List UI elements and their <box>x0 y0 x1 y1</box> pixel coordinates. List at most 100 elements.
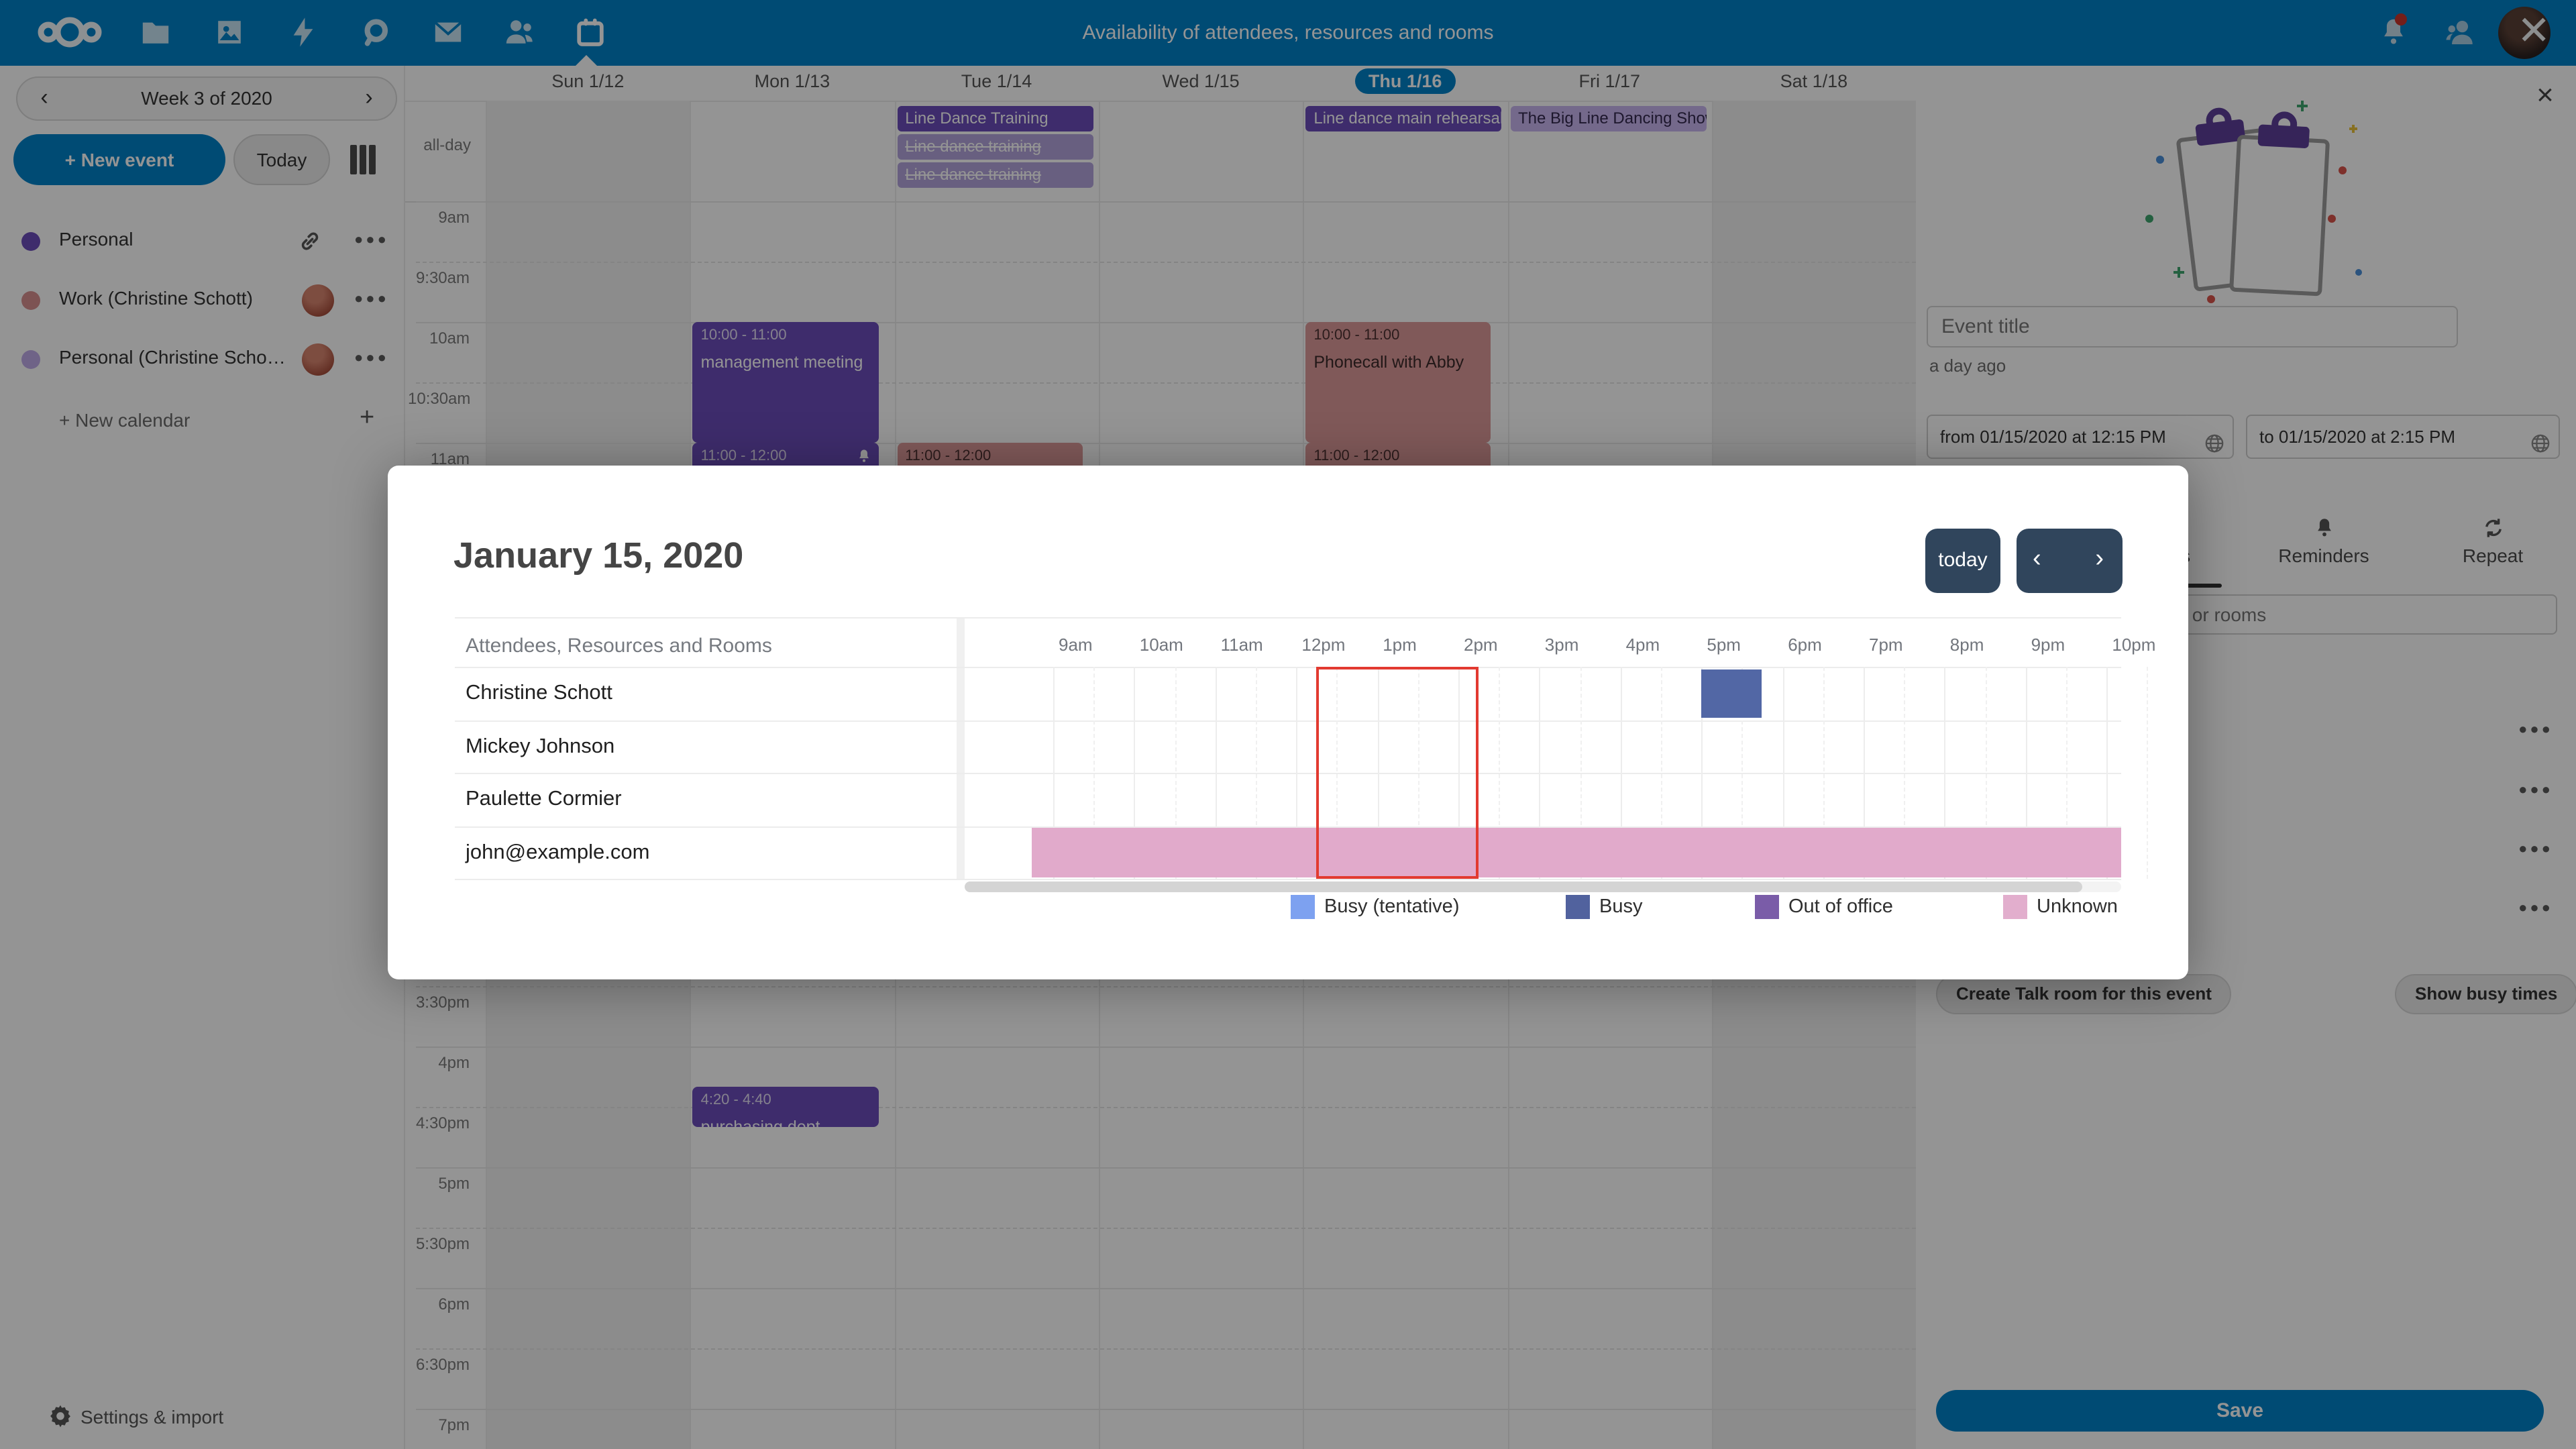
attendee-actions-menu[interactable]: ●●● <box>2518 782 2553 798</box>
calendar-actions-menu[interactable]: ●●● <box>354 350 389 366</box>
scrollbar-thumb[interactable] <box>965 881 2082 892</box>
start-datetime-field[interactable]: from 01/15/2020 at 12:15 PM <box>1927 415 2234 459</box>
timezone-globe-icon[interactable] <box>2530 427 2551 453</box>
event-title-input[interactable] <box>1927 306 2458 347</box>
timeline-hour-label: 11am <box>1220 635 1263 655</box>
notifications-bell-icon[interactable] <box>2377 13 2410 48</box>
attendee-actions-menu[interactable]: ●●● <box>2518 900 2553 916</box>
timeline-hour-line <box>1782 667 1784 879</box>
event-time: 11:00 - 12:00 <box>700 448 787 464</box>
legend-swatch-busy-tentative <box>1291 895 1315 919</box>
attendees-column-header: Attendees, Resources and Rooms <box>466 635 772 657</box>
attendee-name: Mickey Johnson <box>466 735 615 757</box>
event-time: 11:00 - 12:00 <box>905 448 991 464</box>
tab-reminders[interactable]: Reminders <box>2243 517 2404 586</box>
all-day-event[interactable]: Line dance main rehearsal <box>1305 106 1502 131</box>
availability-block-busy <box>1701 669 1762 717</box>
photos-icon[interactable] <box>213 16 246 48</box>
timeline-half-hour-line <box>1661 667 1662 879</box>
notification-badge <box>2395 13 2407 25</box>
all-day-event[interactable]: Line dance training <box>897 134 1093 160</box>
day-header-wed[interactable]: Wed 1/15 <box>1162 71 1240 91</box>
all-day-event[interactable]: The Big Line Dancing Show <box>1510 106 1707 131</box>
files-icon[interactable] <box>140 16 172 48</box>
calendar-list-item[interactable]: Work (Christine Schott) ●●● <box>0 271 405 330</box>
calendar-event[interactable]: 10:00 - 11:00 management meeting <box>692 322 879 443</box>
save-button[interactable]: Save <box>1936 1390 2544 1432</box>
settings-label: Settings & import <box>80 1406 224 1428</box>
timezone-globe-icon[interactable] <box>2204 427 2224 453</box>
day-header-sun[interactable]: Sun 1/12 <box>551 71 625 91</box>
nextcloud-logo-icon[interactable] <box>35 13 105 51</box>
end-datetime-field[interactable]: to 01/15/2020 at 2:15 PM <box>2246 415 2560 459</box>
calendar-list-item[interactable]: Personal ●●● <box>0 212 405 271</box>
calendar-list-item[interactable]: Personal (Christine Scho… ●●● <box>0 330 405 389</box>
new-calendar-row[interactable]: + New calendar + <box>0 396 405 447</box>
day-header-sat[interactable]: Sat 1/18 <box>1780 71 1848 91</box>
reminder-bell-icon <box>855 448 871 464</box>
timeline-half-hour-line <box>1499 667 1501 879</box>
attendee-actions-menu[interactable]: ●●● <box>2518 722 2553 738</box>
new-event-button[interactable]: + New event <box>13 134 225 185</box>
user-avatar[interactable]: ✕ <box>2498 7 2551 59</box>
timeline-half-hour-line <box>1093 667 1095 879</box>
previous-day-button[interactable]: ‹ <box>2033 545 2041 573</box>
proposed-time-selection[interactable] <box>1316 667 1479 879</box>
close-icon[interactable]: × <box>2536 78 2554 111</box>
day-header-thu[interactable]: Thu 1/16 <box>1303 68 1507 98</box>
calendar-name: Work (Christine Schott) <box>59 287 253 309</box>
calendar-actions-menu[interactable]: ●●● <box>354 232 389 248</box>
time-gutter-label: 5:30pm <box>415 1234 470 1253</box>
plus-icon[interactable]: + <box>360 404 375 432</box>
calendar-actions-menu[interactable]: ●●● <box>354 291 389 307</box>
close-overlay-icon[interactable]: ✕ <box>2517 9 2551 54</box>
tab-repeat[interactable]: Repeat <box>2412 517 2573 586</box>
timeline-hour-label: 10pm <box>2112 635 2156 655</box>
event-title: Phonecall with Abby <box>1313 353 1464 372</box>
timeline-scrollbar[interactable] <box>965 881 2121 892</box>
modal-today-button[interactable]: today <box>1925 529 2000 593</box>
timeline-hour-line <box>1620 667 1622 879</box>
previous-week-button[interactable]: ‹ <box>40 85 48 110</box>
new-calendar-label[interactable]: + New calendar <box>59 409 191 431</box>
talk-icon[interactable] <box>361 16 393 48</box>
grid-line <box>416 1348 1916 1350</box>
modal-prev-next-buttons[interactable]: ‹ › <box>2017 529 2123 593</box>
contacts-icon[interactable] <box>503 16 535 48</box>
next-week-button[interactable]: › <box>365 85 373 110</box>
day-header-mon[interactable]: Mon 1/13 <box>754 71 830 91</box>
day-header-tue[interactable]: Tue 1/14 <box>961 71 1032 91</box>
show-busy-times-button[interactable]: Show busy times <box>2395 974 2576 1014</box>
row-divider <box>455 773 2121 774</box>
calendar-color-dot <box>21 291 40 310</box>
activity-icon[interactable] <box>287 16 319 48</box>
time-gutter-label: 9am <box>438 208 470 227</box>
day-header-fri[interactable]: Fri 1/17 <box>1578 71 1641 91</box>
contacts-menu-icon[interactable] <box>2445 16 2477 48</box>
timeline-hour-label: 5pm <box>1707 635 1741 655</box>
settings-row[interactable]: Settings & import <box>0 1398 405 1441</box>
calendar-event[interactable]: 4:20 - 4:40 purchasing dept <box>692 1087 879 1127</box>
view-toggle-icon[interactable] <box>350 145 378 174</box>
calendar-icon[interactable] <box>574 16 606 48</box>
next-day-button[interactable]: › <box>2095 545 2104 573</box>
timeline-half-hour-line <box>1985 667 1987 879</box>
tab-label: Repeat <box>2462 545 2524 566</box>
all-day-event[interactable]: Line dance training <box>897 162 1093 188</box>
share-link-icon[interactable] <box>298 229 322 254</box>
today-button[interactable]: Today <box>233 134 330 185</box>
availability-modal: January 15, 2020 today ‹ › Attendees, Re… <box>388 466 2188 979</box>
calendar-event[interactable]: 10:00 - 11:00 Phonecall with Abby <box>1305 322 1491 443</box>
attendee-actions-menu[interactable]: ●●● <box>2518 841 2553 857</box>
mail-icon[interactable] <box>432 16 464 48</box>
all-day-event[interactable]: Line Dance Training <box>897 106 1093 131</box>
window-title: Availability of attendees, resources and… <box>1082 21 1494 44</box>
week-label[interactable]: Week 3 of 2020 <box>141 87 272 109</box>
row-divider <box>455 667 2121 668</box>
timeline-half-hour-line <box>1741 667 1743 879</box>
attendee-name: Christine Schott <box>466 682 612 704</box>
timeline-half-hour-line <box>1823 667 1825 879</box>
grid-line <box>416 382 1916 384</box>
create-talk-room-button[interactable]: Create Talk room for this event <box>1936 974 2232 1014</box>
